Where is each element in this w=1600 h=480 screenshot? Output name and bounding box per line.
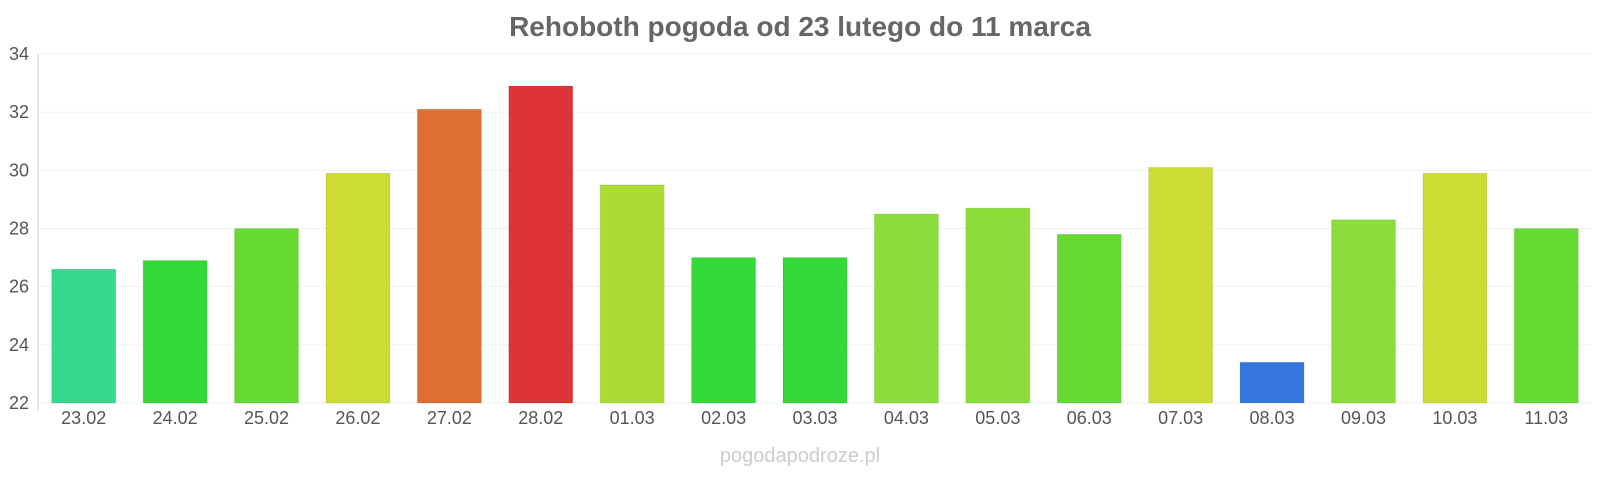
x-tick-label: 08.03 [1250, 408, 1295, 428]
x-axis-ticks: 23.02 24.02 25.02 26.02 27.02 28.02 01.03 02.03… [61, 408, 1568, 428]
x-tick-label: 05.03 [975, 408, 1020, 428]
bar-10.03 [1422, 172, 1488, 404]
bar-03.03 [782, 257, 848, 404]
x-tick-label: 27.02 [427, 408, 472, 428]
x-tick-label: 07.03 [1158, 408, 1203, 428]
y-tick-label: 30 [9, 160, 29, 180]
x-tick-label: 06.03 [1067, 408, 1112, 428]
y-tick-label: 32 [9, 102, 29, 122]
bar-23.02 [51, 268, 117, 404]
bar-05.03 [965, 207, 1031, 404]
bar-26.02 [325, 172, 391, 404]
bar-04.03 [873, 213, 939, 404]
bar-25.02 [234, 228, 300, 404]
x-tick-label: 26.02 [335, 408, 380, 428]
x-tick-label: 04.03 [884, 408, 929, 428]
chart-title: Rehoboth pogoda od 23 lutego do 11 marca [509, 11, 1091, 42]
y-axis-ticks: 22 24 26 28 30 32 34 [9, 44, 29, 413]
bar-06.03 [1056, 233, 1122, 404]
x-tick-label: 10.03 [1432, 408, 1477, 428]
y-tick-label: 28 [9, 219, 29, 239]
x-tick-label: 09.03 [1341, 408, 1386, 428]
x-tick-label: 03.03 [792, 408, 837, 428]
y-tick-label: 22 [9, 393, 29, 413]
x-tick-label: 28.02 [518, 408, 563, 428]
bar-02.03 [691, 257, 757, 404]
bar-28.02 [508, 85, 574, 404]
bar-24.02 [142, 259, 208, 404]
watermark: pogodapodroze.pl [720, 445, 880, 467]
x-tick-label: 01.03 [610, 408, 655, 428]
bar-27.02 [416, 108, 482, 404]
x-tick-label: 11.03 [1524, 408, 1568, 428]
x-tick-label: 24.02 [153, 408, 198, 428]
bars [51, 85, 1579, 404]
bar-01.03 [599, 184, 665, 404]
y-tick-label: 26 [9, 277, 29, 297]
bar-08.03 [1239, 361, 1305, 404]
x-tick-label: 02.03 [701, 408, 746, 428]
x-tick-label: 25.02 [244, 408, 289, 428]
y-tick-label: 34 [9, 44, 29, 64]
y-tick-label: 24 [9, 335, 29, 355]
bar-07.03 [1148, 166, 1214, 404]
bar-09.03 [1330, 219, 1396, 404]
bar-11.03 [1513, 228, 1579, 404]
x-tick-label: 23.02 [61, 408, 106, 428]
